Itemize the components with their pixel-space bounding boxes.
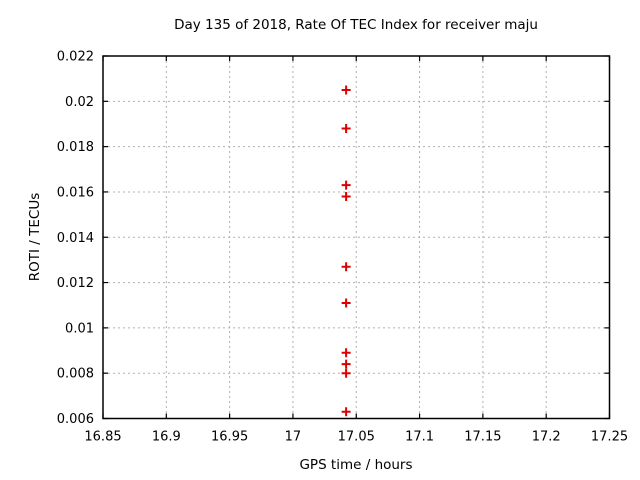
y-tick-label: 0.016	[57, 185, 94, 200]
x-tick-label: 16.85	[84, 430, 121, 445]
y-tick-label: 0.02	[65, 95, 94, 110]
data-point-marker	[341, 368, 351, 378]
data-point-marker	[341, 85, 351, 95]
x-tick-label: 16.9	[152, 430, 181, 445]
data-point-marker	[341, 407, 351, 417]
x-axis-label: GPS time / hours	[299, 457, 412, 473]
y-tick-label: 0.014	[57, 231, 94, 246]
data-point-marker	[341, 348, 351, 358]
tick-layer: 16.85 16.9 16.95 17 17.05 17.1 17.15 17.2 17.25 0…	[57, 50, 628, 445]
y-tick-label: 0.01	[65, 321, 94, 336]
data-point-marker	[341, 180, 351, 190]
data-points-layer	[341, 85, 351, 417]
grid-layer	[103, 56, 610, 419]
data-point-marker	[341, 124, 351, 133]
y-tick-label: 0.008	[57, 367, 94, 382]
y-tick-label: 0.022	[57, 50, 94, 65]
x-tick-label: 17.25	[591, 430, 628, 445]
x-tick-label: 17.15	[464, 430, 501, 445]
x-tick-label: 17	[285, 430, 302, 445]
y-tick-label: 0.012	[57, 276, 94, 291]
data-point-marker	[341, 191, 351, 201]
x-tick-label: 17.2	[532, 430, 561, 445]
x-tick-label: 16.95	[211, 430, 248, 445]
y-tick-label: 0.006	[57, 412, 94, 427]
x-tick-label: 17.1	[405, 430, 434, 445]
data-point-marker	[341, 298, 351, 308]
y-tick-label: 0.018	[57, 140, 94, 155]
chart-title: Day 135 of 2018, Rate Of TEC Index for r…	[174, 17, 538, 33]
y-axis-label: ROTI / TECUs	[27, 193, 43, 281]
x-tick-label: 17.05	[338, 430, 375, 445]
data-point-marker	[341, 359, 351, 369]
data-point-marker	[341, 262, 351, 272]
